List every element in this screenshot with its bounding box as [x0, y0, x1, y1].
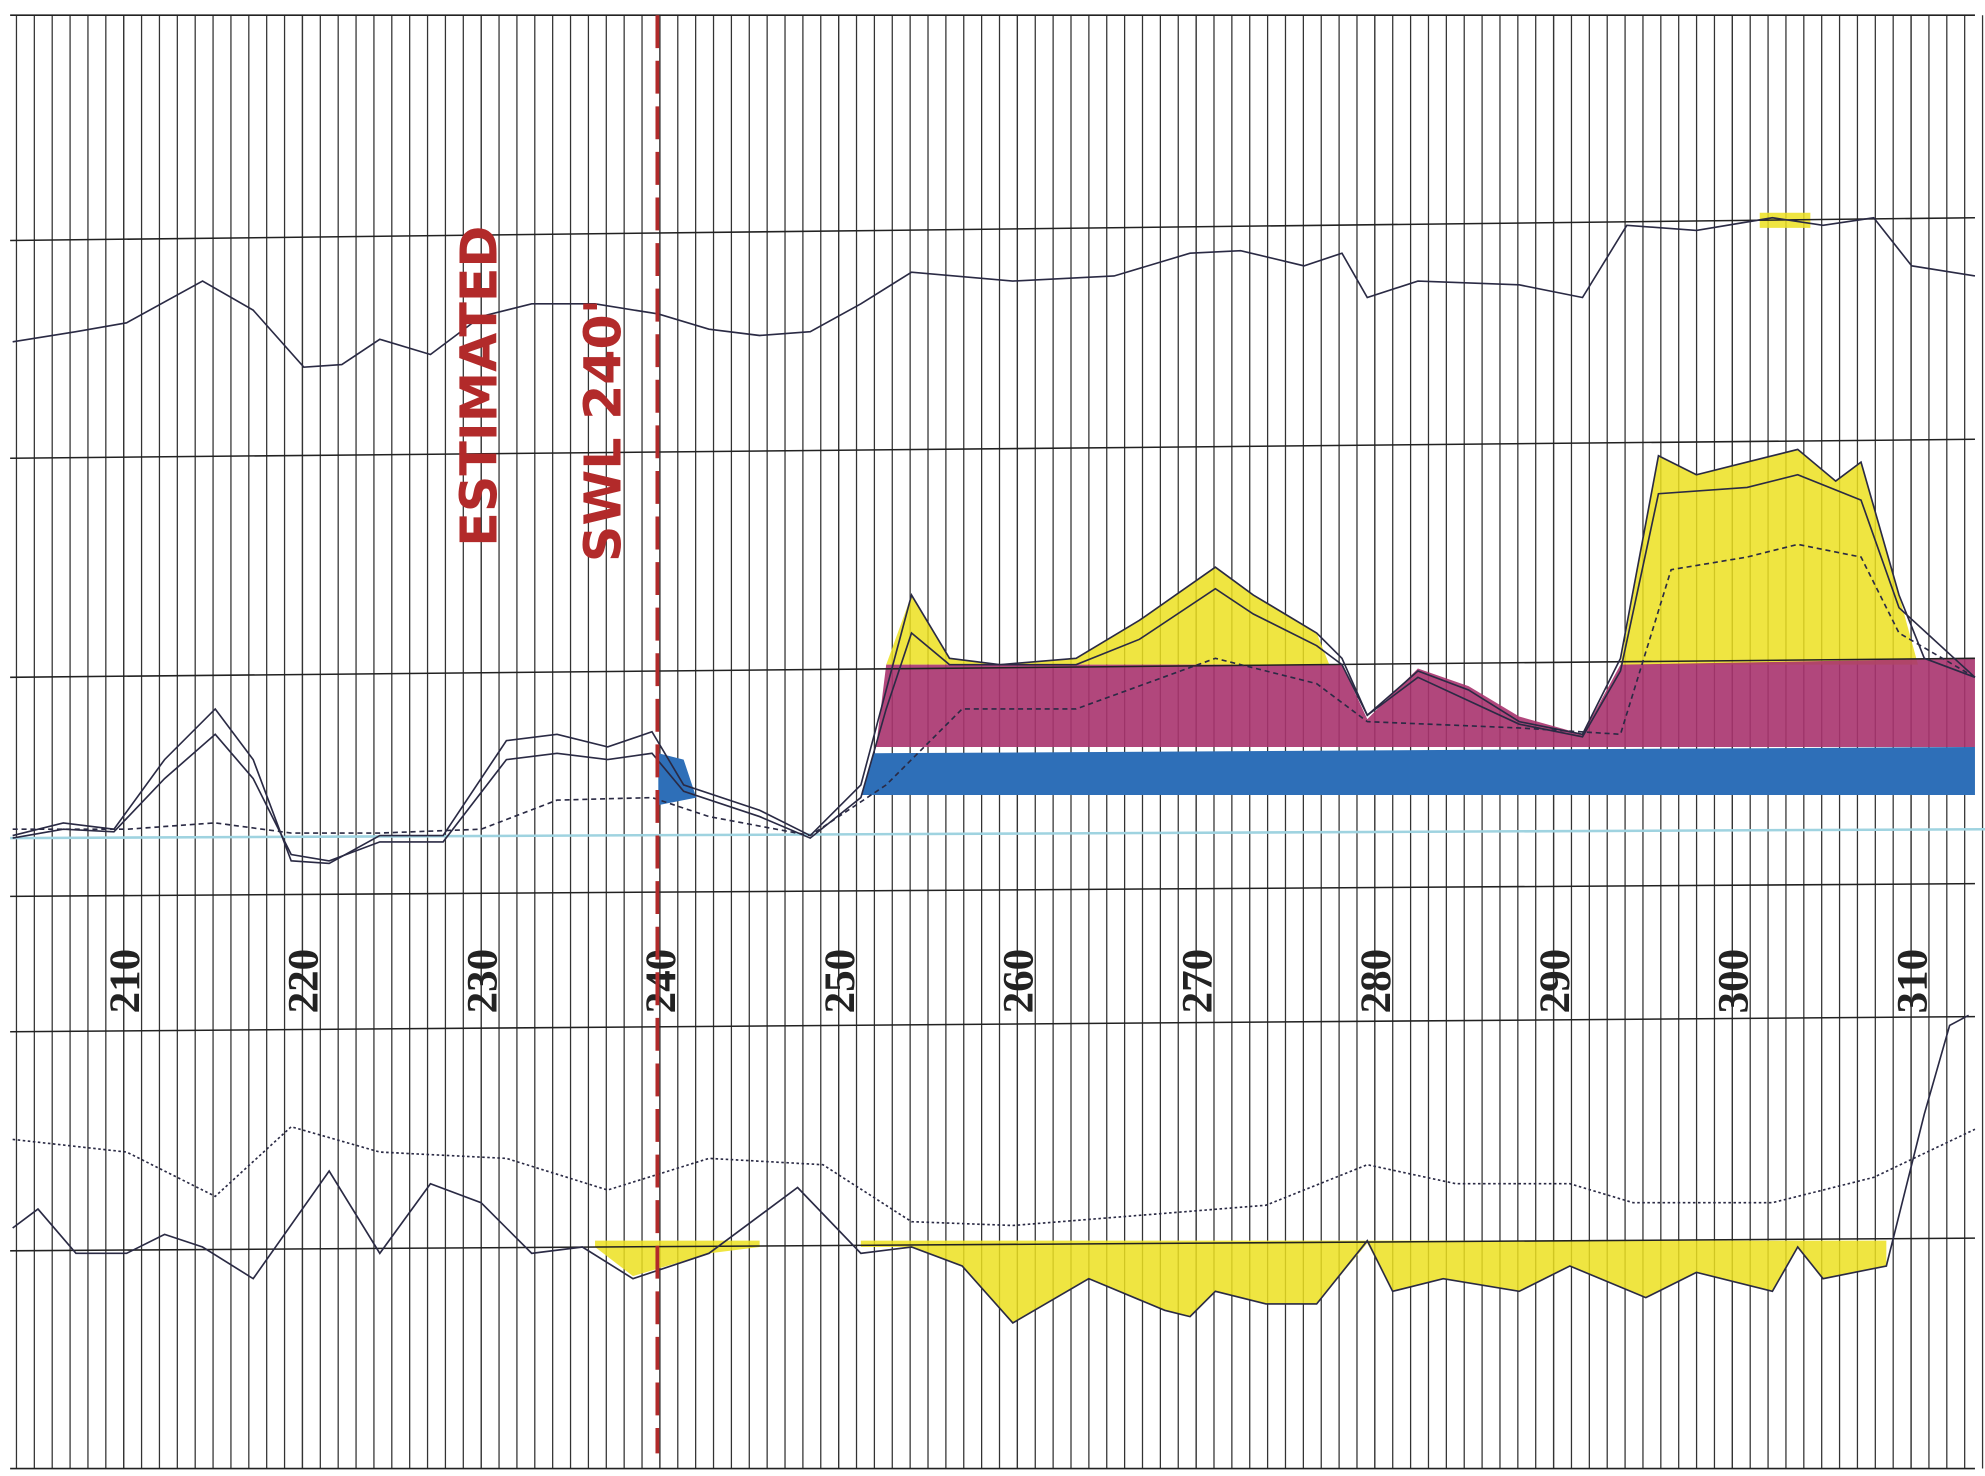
- x-tick-label: 250: [817, 949, 864, 1014]
- x-tick-label: 280: [1353, 949, 1400, 1014]
- x-tick-label: 270: [1174, 949, 1221, 1014]
- x-tick-label: 310: [1889, 949, 1936, 1014]
- page: ESTIMATED SWL 240' 210 220 230 240 250 260 270…: [0, 0, 1985, 1476]
- log-sheet: ESTIMATED SWL 240' 210 220 230 240 250 260 270…: [0, 0, 1985, 1476]
- x-tick-label: 290: [1532, 949, 1579, 1014]
- blue-fill: [861, 747, 1975, 795]
- x-tick-label: 230: [459, 949, 506, 1014]
- annotation: SWL 240': [573, 299, 632, 562]
- annotation: ESTIMATED: [449, 226, 508, 547]
- magenta-fill: [876, 658, 1975, 747]
- x-tick-label: 240: [638, 949, 685, 1014]
- x-tick-label: 260: [996, 949, 1043, 1014]
- x-tick-label: 300: [1711, 949, 1758, 1014]
- chart: ESTIMATED SWL 240' 210 220 230 240 250 260 270…: [0, 0, 1985, 1476]
- x-tick-label: 210: [102, 949, 149, 1014]
- x-tick-label: 220: [281, 949, 328, 1014]
